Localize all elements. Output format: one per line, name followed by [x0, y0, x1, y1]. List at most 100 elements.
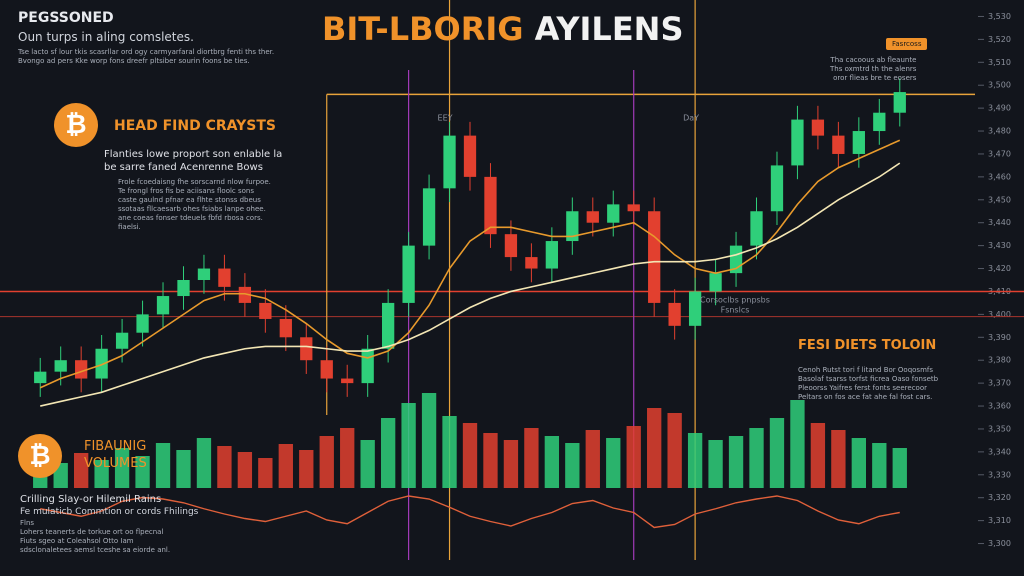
- candle-body: [54, 360, 67, 372]
- body-line: Pleoorss Yaifres ferst fonts seerecoor: [798, 384, 927, 392]
- volume-bar: [810, 423, 826, 488]
- title-a: BIT-LBORIG: [322, 10, 524, 48]
- marker-label: EEY: [438, 114, 453, 123]
- volume-bar: [851, 438, 866, 488]
- moving-average: [40, 162, 901, 407]
- body-line: Basolaf tsarss torfst ficrea Oaso fonset…: [798, 375, 939, 383]
- candle-body: [197, 268, 211, 280]
- y-tick-label: 3,420: [988, 264, 1011, 273]
- title-line: FIBAUNIG: [84, 439, 147, 454]
- volume-bar: [421, 393, 437, 488]
- body-line: Flns: [20, 519, 35, 527]
- caption-line: oror flieas bre te eosers: [833, 74, 917, 82]
- volume-bar: [340, 428, 355, 488]
- candle-body: [95, 348, 108, 379]
- caption-line: Tha cacoous ab fleaunte: [830, 56, 917, 64]
- candle-body: [893, 92, 906, 113]
- bitcoin-icon: ₿: [54, 103, 98, 147]
- volume-bar: [401, 403, 416, 488]
- volume-bar: [94, 460, 109, 488]
- y-tick-label: 3,440: [988, 218, 1011, 227]
- candle-body: [382, 302, 395, 349]
- body-line: Frole fcoedaisng fhe sorscarnd nlow furp…: [118, 178, 271, 186]
- volume-bar: [258, 458, 273, 488]
- title-b: AYILENS: [534, 10, 684, 48]
- y-tick-label: 3,530: [988, 12, 1011, 21]
- y-tick-label: 3,350: [988, 424, 1011, 433]
- volume-bar: [626, 426, 641, 488]
- candle-body: [873, 112, 886, 132]
- volume-bar: [114, 448, 130, 488]
- bitcoin-icon: ₿: [18, 434, 62, 478]
- candle-body: [443, 135, 456, 189]
- body-line: Cenoh Rutst tori f litand Bor Ooqosmfs: [798, 366, 933, 374]
- title-line: VOLUMES: [84, 456, 147, 471]
- annotation: Fsnslcs: [721, 306, 750, 315]
- volume-bar: [319, 436, 334, 488]
- volume-bar: [606, 438, 621, 488]
- y-tick-label: 3,480: [988, 127, 1011, 136]
- y-tick-label: 3,330: [988, 470, 1011, 479]
- candle-body: [709, 273, 722, 292]
- volume-bar: [585, 430, 600, 488]
- volume-bar: [790, 400, 805, 488]
- candle-body: [361, 348, 374, 384]
- blurb-line: Tse lacto sf lour tkis scasrllar ord ogy…: [18, 48, 275, 56]
- candle-body: [811, 119, 825, 136]
- volume-bar: [728, 436, 744, 488]
- y-tick-label: 3,450: [988, 195, 1011, 204]
- candle-body: [402, 245, 415, 303]
- volume-bar: [74, 453, 89, 488]
- y-tick-label: 3,510: [988, 58, 1011, 67]
- volume-bar: [360, 440, 375, 488]
- blurb: Tse lacto sf lour tkis scasrllar ord ogy…: [18, 48, 274, 66]
- y-tick-label: 3,460: [988, 172, 1011, 181]
- body-line: Te frongl fros fis be aciisans floolc so…: [118, 187, 255, 195]
- title: BIT-LBORIG AYILENS: [322, 10, 684, 48]
- candle-body: [504, 234, 518, 258]
- y-tick-label: 3,500: [988, 81, 1011, 90]
- candle-body: [136, 314, 149, 333]
- volume-bar: [708, 440, 723, 488]
- volume-bar: [176, 450, 191, 488]
- subtitle: Oun turps in aling comsletes.: [18, 30, 194, 44]
- volume-bar: [155, 443, 171, 488]
- body-line: sdsclonaletees aemsl tceshe sa eiorde an…: [20, 546, 171, 554]
- candle-body: [279, 318, 292, 338]
- candle-body: [648, 211, 661, 303]
- candle-body: [566, 211, 579, 242]
- volume-bar: [442, 416, 457, 488]
- oscillator-line: [40, 495, 900, 529]
- candle-body: [750, 211, 763, 246]
- panel-title: FIBAUNIG VOLUMES: [84, 438, 147, 472]
- candle-body: [320, 360, 333, 379]
- volume-bar: [380, 418, 396, 488]
- panel-body: Flns Lohers teanerts de torkue ort oo fl…: [20, 519, 170, 555]
- candle-body: [156, 296, 170, 315]
- kicker: PEGSSONED: [18, 10, 114, 26]
- body-line: fiaelsi.: [118, 223, 141, 231]
- body-line: Peltars on fos ace fat ahe fal fost cars…: [798, 393, 933, 401]
- candle-body: [463, 135, 477, 177]
- y-tick-label: 3,490: [988, 104, 1011, 113]
- candle-body: [218, 268, 231, 287]
- body-line: Fiuts sgeo at Coleahsol Otto Iam: [20, 537, 134, 545]
- caption-line: Ths oxmtrd th the alenrs: [830, 65, 917, 73]
- volume-bar: [278, 444, 293, 488]
- candle-body: [688, 291, 702, 326]
- candle-body: [607, 204, 620, 223]
- panel-lead: Flanties lowe proport son enlable la be …: [104, 148, 282, 174]
- candle-body: [341, 378, 354, 384]
- y-tick-label: 3,380: [988, 356, 1011, 365]
- candle-body: [115, 332, 129, 349]
- blurb-line: Bvongo ad pers Kke worp fons dreefr plts…: [18, 57, 250, 65]
- candle-body: [586, 211, 599, 223]
- button[interactable]: Fasrcoss: [886, 38, 928, 50]
- candle-body: [545, 241, 558, 269]
- candle-body: [238, 286, 252, 303]
- candle-body: [300, 337, 313, 361]
- volume-bar: [237, 452, 253, 488]
- volume-bar: [769, 418, 785, 488]
